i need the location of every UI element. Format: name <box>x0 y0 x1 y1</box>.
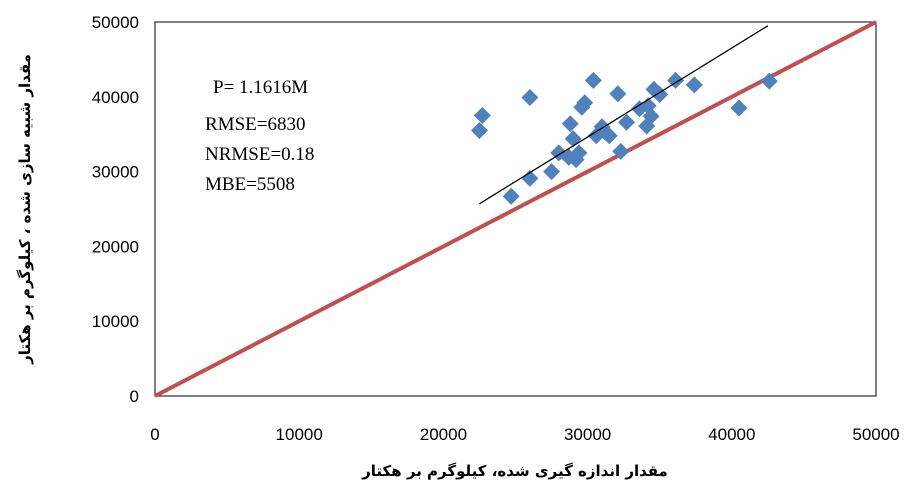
x-tick-label: 0 <box>150 425 159 444</box>
data-point <box>609 85 627 103</box>
data-point <box>730 99 748 117</box>
data-point <box>685 76 703 94</box>
data-point <box>470 121 488 139</box>
annotation-line: MBE=5508 <box>205 174 295 195</box>
y-tick-label: 40000 <box>92 88 139 107</box>
data-point <box>760 72 778 90</box>
y-axis-ticks: 0 10000 20000 30000 40000 50000 <box>92 13 139 406</box>
y-tick-label: 10000 <box>92 312 139 331</box>
annotation-line: NRMSE=0.18 <box>205 144 314 165</box>
x-tick-label: 20000 <box>420 425 467 444</box>
x-tick-label: 40000 <box>708 425 755 444</box>
data-point <box>642 107 660 125</box>
data-point <box>561 115 579 133</box>
annotation-line: P= 1.1616M <box>213 77 308 98</box>
x-axis-ticks: 0 10000 20000 30000 40000 50000 <box>150 425 899 444</box>
data-point <box>584 71 602 89</box>
y-tick-label: 50000 <box>92 13 139 32</box>
x-tick-label: 50000 <box>852 425 899 444</box>
data-point <box>521 89 539 107</box>
data-point <box>570 144 588 162</box>
y-tick-label: 30000 <box>92 163 139 182</box>
data-point <box>473 107 491 124</box>
x-tick-label: 10000 <box>276 425 323 444</box>
data-point <box>600 127 618 145</box>
y-tick-label: 0 <box>130 387 139 406</box>
data-point <box>543 163 561 181</box>
y-axis-title: مقدار شبیه سازی شده ، کیلوگرم بر هکتار <box>16 54 34 365</box>
x-axis-title: مقدار اندازه گیری شده، کیلوگرم بر هکتار <box>361 462 668 480</box>
data-point <box>576 94 594 112</box>
x-tick-label: 30000 <box>564 425 611 444</box>
statistics-annotation: P= 1.1616M RMSE=6830 NRMSE=0.18 MBE=5508 <box>205 77 314 195</box>
one-to-one-line <box>154 20 877 398</box>
data-point <box>618 113 636 131</box>
trend-line <box>479 25 769 205</box>
annotation-line: RMSE=6830 <box>205 114 305 135</box>
data-point <box>502 187 520 205</box>
data-point <box>521 169 539 187</box>
data-point <box>612 142 630 160</box>
y-tick-label: 20000 <box>92 237 139 256</box>
